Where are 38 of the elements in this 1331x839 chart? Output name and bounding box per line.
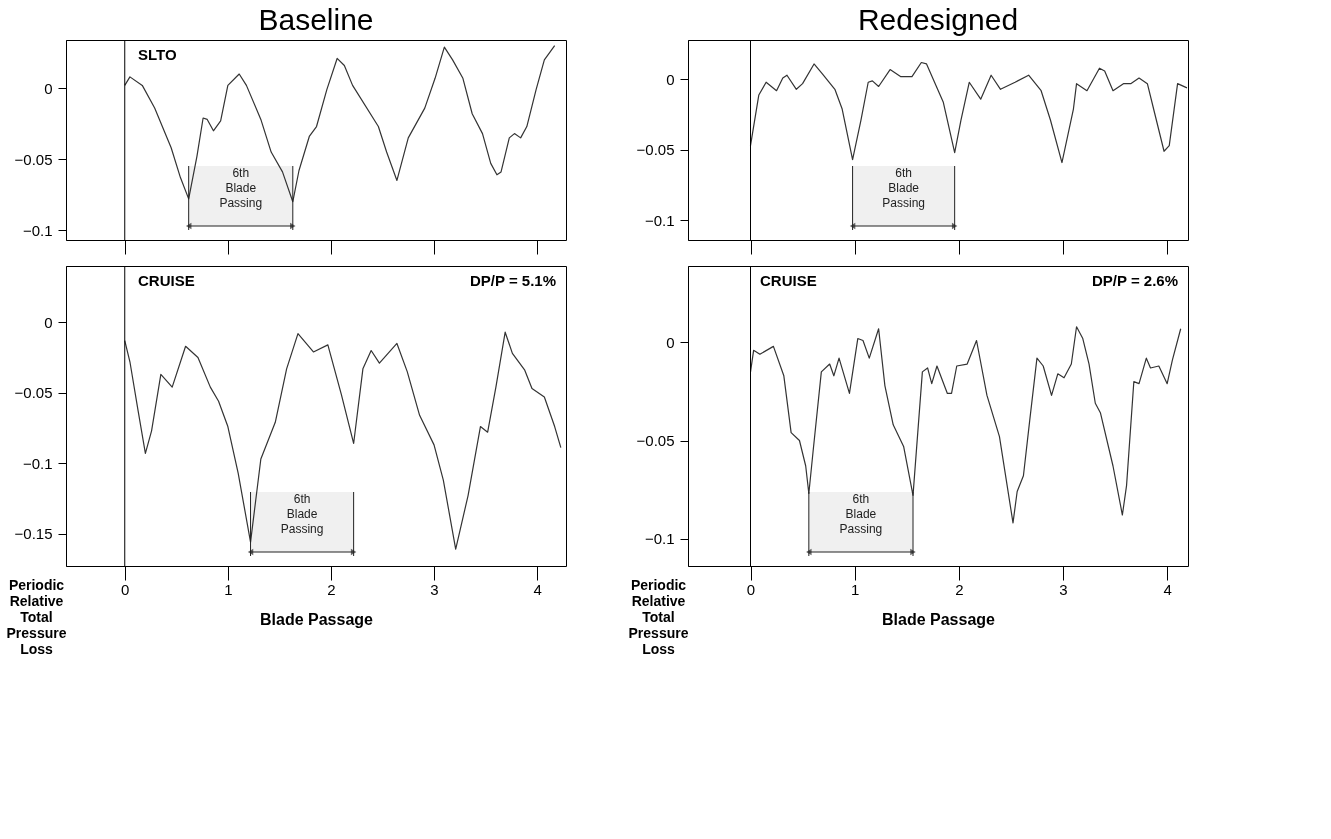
band-label: 6th Blade Passing (280, 492, 324, 536)
y-tick-label: −0.05 (636, 141, 675, 159)
y-tick-label: 0 (44, 313, 53, 331)
x-tick-label: 0 (746, 580, 756, 598)
chart-title: Baseline (258, 2, 374, 36)
x-tick-label: 2 (327, 580, 336, 598)
y-tick-label: −0.05 (14, 150, 53, 168)
annotation: CRUISE (760, 272, 817, 289)
y-axis-title: Periodic Relative Total Pressure Loss (628, 576, 689, 657)
x-axis-title: Blade Passage (260, 610, 374, 628)
y-tick-label: −0.1 (22, 221, 53, 239)
x-tick-label: 0 (121, 580, 130, 598)
band-label: 6th Blade Passing (219, 166, 263, 210)
y-tick-label: −0.15 (14, 525, 53, 543)
annotation: DP/P = 5.1% (469, 272, 556, 289)
y-tick-label: 0 (666, 333, 675, 351)
y-tick-label: −0.1 (644, 211, 675, 229)
y-tick-label: 0 (666, 70, 675, 88)
x-tick-label: 4 (1163, 580, 1172, 598)
annotation: CRUISE (138, 272, 195, 289)
band-label: 6th Blade Passing (882, 166, 925, 210)
y-tick-label: −0.05 (636, 432, 675, 450)
band-label: 6th Blade Passing (839, 492, 883, 536)
annotation: SLTO (138, 46, 177, 63)
y-tick-label: −0.1 (644, 530, 675, 548)
y-tick-label: −0.1 (22, 454, 53, 472)
x-axis-title: Blade Passage (882, 610, 996, 628)
y-axis-title: Periodic Relative Total Pressure Loss (6, 576, 67, 657)
x-tick-label: 1 (224, 580, 233, 598)
y-tick-label: −0.05 (14, 384, 53, 402)
annotation: DP/P = 2.6% (1091, 272, 1178, 289)
x-tick-label: 3 (1059, 580, 1068, 598)
x-tick-label: 3 (430, 580, 439, 598)
x-tick-label: 4 (533, 580, 542, 598)
x-tick-label: 2 (955, 580, 964, 598)
y-tick-label: 0 (44, 79, 53, 97)
chart-title: Redesigned (857, 2, 1019, 36)
x-tick-label: 1 (850, 580, 860, 598)
